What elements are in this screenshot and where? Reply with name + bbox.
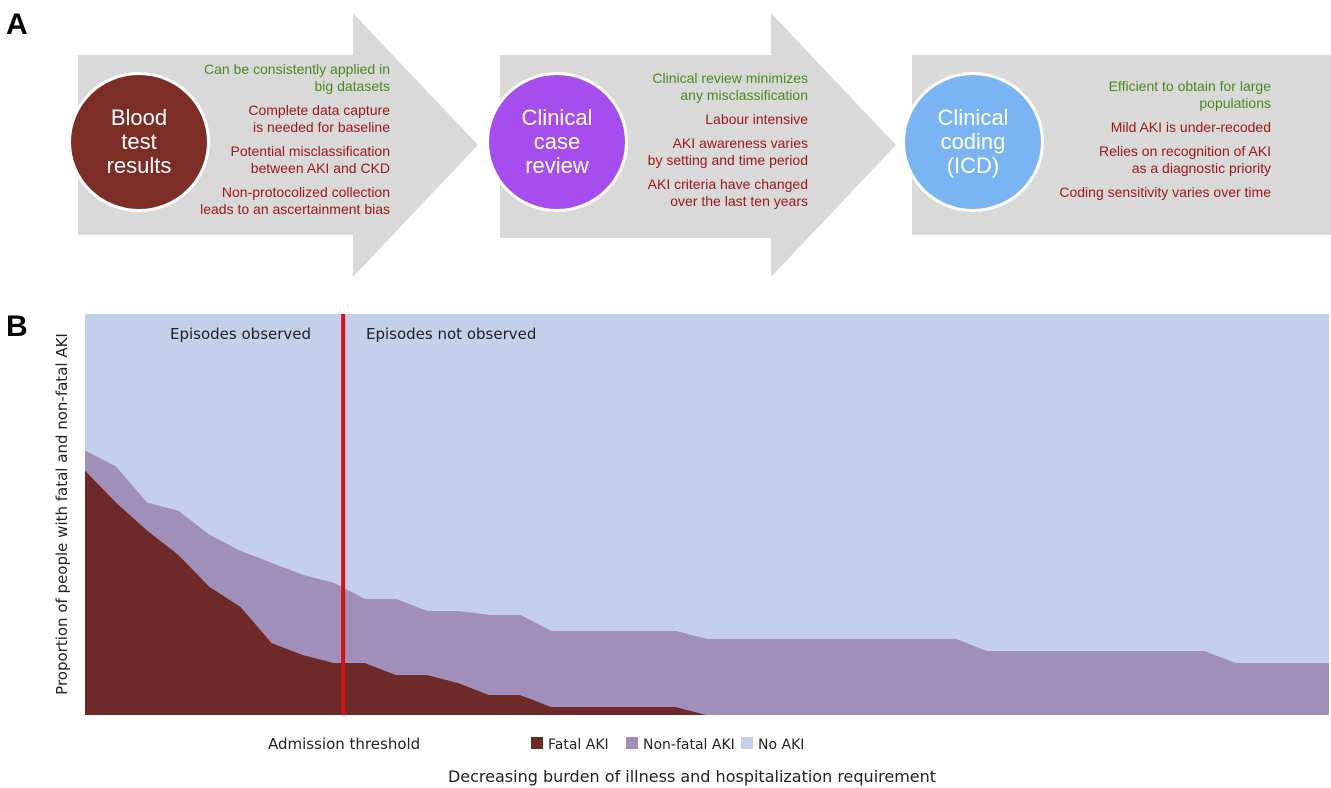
blood-test-point-4: Non-protocolized collection leads to an … — [200, 184, 390, 217]
x-axis-label: Decreasing burden of illness and hospita… — [448, 767, 936, 786]
case-review-points: Clinical review minimizes any misclassif… — [648, 70, 808, 217]
clinical-coding-point-3: Relies on recognition of AKI as a diagno… — [1099, 143, 1271, 176]
non-fatal-aki-area — [85, 450, 1329, 715]
chart-legend: Fatal AKI Non-fatal AKI No AKI — [531, 737, 804, 753]
no-aki-area — [85, 314, 1329, 663]
blood-test-point-2: Complete data capture is needed for base… — [248, 102, 390, 135]
blood-test-point-1: Can be consistently applied in big datas… — [203, 61, 390, 94]
clinical-coding-points: Efficient to obtain for large population… — [1059, 78, 1271, 208]
chart-areas — [85, 314, 1329, 715]
clinical-coding-circle: Clinical coding (ICD) — [902, 72, 1044, 212]
blood-test-points: Can be consistently applied in big datas… — [200, 61, 390, 225]
fatal-aki-area — [85, 470, 1329, 715]
threshold-label: Admission threshold — [268, 735, 420, 753]
panel-b-letter: B — [6, 310, 28, 343]
clinical-coding-point-4: Coding sensitivity varies over time — [1059, 184, 1271, 200]
legend-label-2: No AKI — [758, 737, 804, 753]
clinical-case-review-circle: Clinical case review — [486, 72, 628, 212]
blood-test-results-circle: Blood test results — [68, 72, 210, 212]
region-observed-label: Episodes observed — [170, 325, 311, 343]
legend-label-0: Fatal AKI — [548, 737, 609, 753]
region-not-observed-label: Episodes not observed — [366, 325, 536, 343]
legend-swatch-1 — [626, 737, 638, 749]
case-review-point-3: AKI awareness varies by setting and time… — [647, 135, 808, 168]
legend-label-1: Non-fatal AKI — [643, 737, 735, 753]
step-arrow-1 — [78, 13, 478, 277]
blood-test-point-3: Potential misclassification between AKI … — [230, 143, 390, 176]
legend-swatch-0 — [531, 737, 543, 749]
clinical-coding-point-2: Mild AKI is under-recoded — [1110, 119, 1271, 135]
case-review-point-1: Clinical review minimizes any misclassif… — [652, 70, 808, 103]
case-review-point-2: Labour intensive — [705, 111, 808, 127]
panel-a-letter: A — [6, 8, 28, 41]
clinical-coding-point-1: Efficient to obtain for large population… — [1108, 78, 1271, 111]
step-arrow-2 — [500, 13, 896, 277]
legend-swatch-2 — [741, 737, 753, 749]
case-review-point-4: AKI criteria have changed over the last … — [647, 176, 808, 209]
y-axis-label: Proportion of people with fatal and non-… — [53, 333, 71, 695]
